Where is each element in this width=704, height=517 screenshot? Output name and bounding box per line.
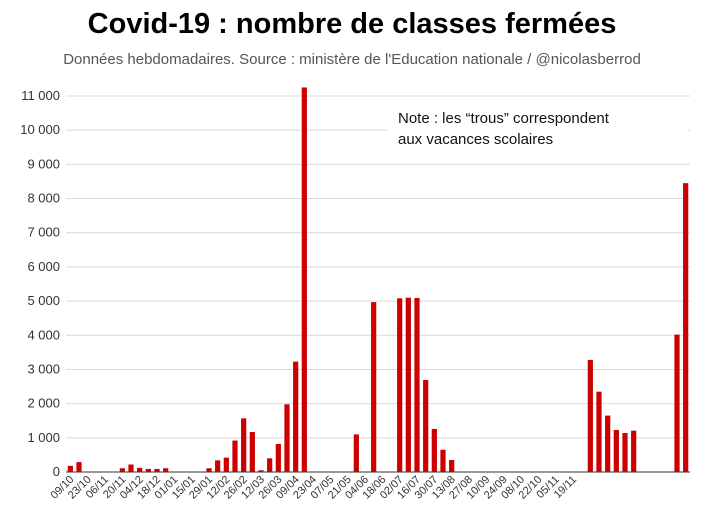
y-tick-label: 11 000 xyxy=(21,88,60,103)
y-tick-label: 9 000 xyxy=(27,156,60,171)
bar xyxy=(76,462,82,472)
bar xyxy=(397,298,403,472)
x-axis: 09/1023/1006/1120/1104/1218/1201/0115/01… xyxy=(49,474,580,502)
bar xyxy=(405,297,411,472)
bar xyxy=(587,359,593,472)
bar xyxy=(154,468,160,472)
bar xyxy=(119,468,125,472)
y-tick-label: 10 000 xyxy=(20,122,60,137)
gridlines xyxy=(66,95,690,473)
bar xyxy=(258,470,264,472)
bar xyxy=(440,449,446,472)
y-tick-label: 2 000 xyxy=(27,396,60,411)
annotation-line: aux vacances scolaires xyxy=(398,131,553,148)
bar xyxy=(293,361,299,472)
y-tick-label: 5 000 xyxy=(27,293,60,308)
y-tick-label: 0 xyxy=(53,464,60,479)
annotation: Note : les “trous” correspondent aux vaca… xyxy=(388,103,688,155)
y-tick-label: 3 000 xyxy=(27,361,60,376)
bar xyxy=(145,468,151,472)
annotation-line: Note : les “trous” correspondent xyxy=(398,110,610,127)
bar xyxy=(605,415,611,472)
bar xyxy=(683,183,689,472)
annotation-box xyxy=(388,103,688,155)
bar xyxy=(275,443,281,472)
bar xyxy=(215,460,221,472)
bar xyxy=(284,404,290,472)
bar xyxy=(206,468,212,472)
chart-title: Covid-19 : nombre de classes fermées xyxy=(87,8,617,40)
bar xyxy=(232,440,238,472)
bar xyxy=(414,298,420,472)
bars xyxy=(67,87,689,473)
bar xyxy=(301,87,307,473)
y-tick-label: 1 000 xyxy=(27,430,60,445)
bar xyxy=(137,467,143,472)
y-tick-label: 4 000 xyxy=(27,327,60,342)
bar xyxy=(249,432,255,472)
y-tick-label: 8 000 xyxy=(27,191,60,206)
bar xyxy=(128,464,134,472)
bar xyxy=(449,460,455,472)
bar xyxy=(674,334,680,472)
bar xyxy=(622,433,628,472)
bar xyxy=(67,465,73,472)
bar xyxy=(241,418,247,472)
bar xyxy=(371,302,377,472)
bar xyxy=(631,430,637,472)
y-tick-label: 7 000 xyxy=(27,225,60,240)
bar xyxy=(267,458,273,472)
bar xyxy=(163,468,169,472)
chart-subtitle: Données hebdomadaires. Source : ministèr… xyxy=(63,51,641,68)
bar xyxy=(423,380,429,472)
bar xyxy=(613,429,619,472)
bar xyxy=(353,434,359,472)
bar xyxy=(223,457,229,472)
y-tick-label: 6 000 xyxy=(27,259,60,274)
bar xyxy=(596,391,602,472)
bar xyxy=(431,428,437,472)
y-axis: 0 1 000 2 000 3 000 4 000 5 000 6 000 7 000 8 00… xyxy=(20,88,60,479)
